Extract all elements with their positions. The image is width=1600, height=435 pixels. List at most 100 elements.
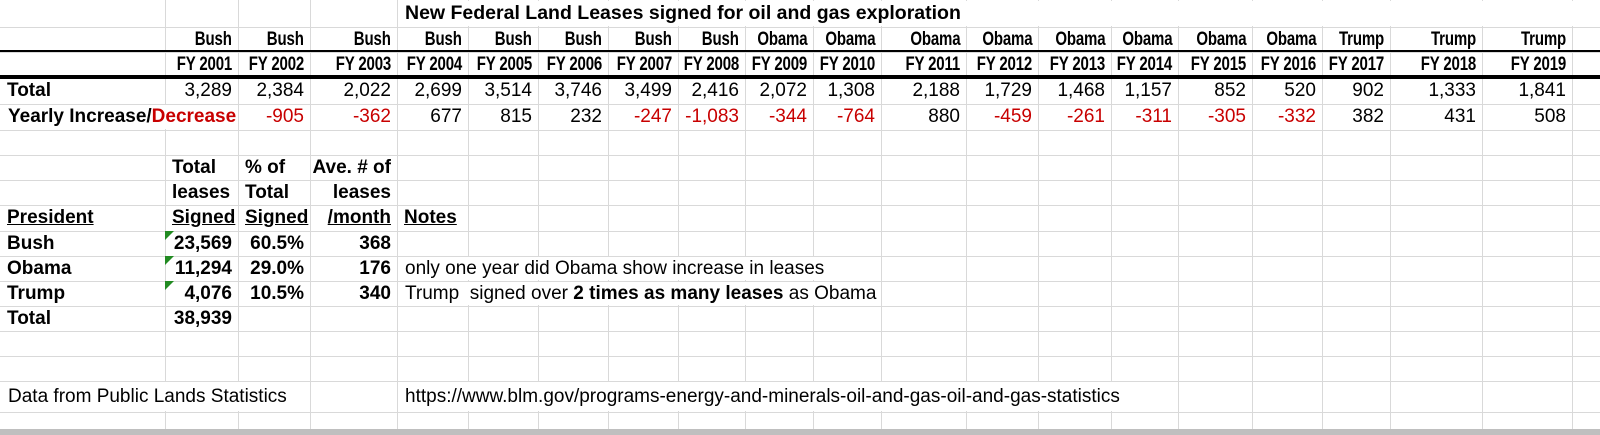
yearly-change-cell[interactable]: 677 [430,106,462,127]
yearly-change-cell[interactable]: 232 [570,106,602,127]
lease-total-cell[interactable]: 2,072 [759,80,807,101]
fiscal-year-cell[interactable]: FY 2013 [1049,54,1106,75]
sheet-title-cell[interactable]: New Federal Land Leases signed for oil a… [398,1,1600,26]
yearly-change-cell[interactable]: 431 [1444,106,1476,127]
summary-header-avg-2[interactable]: leases [332,181,391,203]
total-row-label-cell[interactable]: Total [7,80,51,101]
fiscal-year-cell[interactable]: FY 2006 [546,54,603,75]
year-president-cell[interactable]: Obama [756,28,807,50]
summary-president-obama[interactable]: Obama [7,257,72,279]
summary-header-avg-3[interactable]: /month [327,207,391,228]
year-president-cell[interactable]: Bush [635,28,672,50]
summary-pct-trump[interactable]: 10.5% [250,282,304,304]
yearly-change-cell[interactable]: -459 [993,106,1032,127]
year-president-cell[interactable]: Obama [1195,28,1246,50]
summary-total-label[interactable]: Total [7,307,51,329]
fiscal-year-cell[interactable]: FY 2001 [176,54,233,75]
fiscal-year-cell[interactable]: FY 2010 [819,54,876,75]
year-president-cell[interactable]: Bush [565,28,602,50]
summary-header-pct-2[interactable]: Total [245,181,289,203]
summary-president-trump[interactable]: Trump [7,282,66,304]
summary-header-pct-1[interactable]: % of [245,156,286,178]
year-president-cell[interactable]: Obama [824,28,875,50]
lease-total-cell[interactable]: 1,729 [984,80,1032,101]
yearly-change-cell[interactable]: -764 [836,106,875,127]
summary-total-value[interactable]: 38,939 [173,307,232,329]
lease-total-cell[interactable]: 2,699 [414,80,462,101]
year-president-cell[interactable]: Trump [1520,28,1566,50]
fiscal-year-cell[interactable]: FY 2014 [1116,54,1173,75]
year-president-cell[interactable]: Bush [702,28,739,50]
summary-header-president[interactable]: President [7,207,94,228]
fiscal-year-cell[interactable]: FY 2015 [1190,54,1247,75]
summary-total-trump[interactable]: 4,076 [165,281,238,306]
year-president-cell[interactable]: Bush [354,28,391,50]
lease-total-cell[interactable]: 1,841 [1518,80,1566,101]
year-president-cell[interactable]: Bush [195,28,232,50]
summary-pct-bush[interactable]: 60.5% [250,232,304,254]
year-president-cell[interactable]: Obama [1265,28,1316,50]
year-president-cell[interactable]: Obama [909,28,960,50]
source-url-cell[interactable]: https://www.blm.gov/programs-energy-and-… [398,382,1178,411]
yearly-change-cell[interactable]: 508 [1534,106,1566,127]
year-president-cell[interactable]: Bush [495,28,532,50]
summary-header-total-2[interactable]: leases [172,181,231,203]
lease-total-cell[interactable]: 2,188 [912,80,960,101]
lease-total-cell[interactable]: 1,308 [827,80,875,101]
yearly-change-cell[interactable]: -261 [1066,106,1105,127]
summary-total-obama[interactable]: 11,294 [165,256,238,281]
lease-total-cell[interactable]: 2,022 [343,80,391,101]
summary-avg-obama[interactable]: 176 [359,257,391,279]
yearly-change-cell[interactable]: -362 [352,106,391,127]
lease-total-cell[interactable]: 3,514 [484,80,532,101]
note-obama-cell[interactable]: only one year did Obama show increase in… [398,257,881,280]
lease-total-cell[interactable]: 3,289 [184,80,232,101]
summary-header-avg-1[interactable]: Ave. # of [312,156,392,178]
fiscal-year-cell[interactable]: FY 2009 [751,54,808,75]
lease-total-cell[interactable]: 1,333 [1428,80,1476,101]
year-president-cell[interactable]: Obama [1054,28,1105,50]
fiscal-year-cell[interactable]: FY 2012 [976,54,1033,75]
fiscal-year-cell[interactable]: FY 2004 [406,54,463,75]
year-president-cell[interactable]: Obama [1121,28,1172,50]
fiscal-year-cell[interactable]: FY 2003 [335,54,392,75]
lease-total-cell[interactable]: 2,416 [691,80,739,101]
fiscal-year-cell[interactable]: FY 2002 [248,54,305,75]
lease-total-cell[interactable]: 2,384 [256,80,304,101]
yearly-change-cell[interactable]: -305 [1207,106,1246,127]
yearly-change-cell[interactable]: -311 [1135,106,1172,127]
yearly-change-row-label-cell[interactable]: Yearly Increase/Decrease [1,105,238,129]
data-source-cell[interactable]: Data from Public Lands Statistics [1,382,310,411]
year-president-cell[interactable]: Bush [425,28,462,50]
fiscal-year-cell[interactable]: FY 2018 [1420,54,1477,75]
summary-avg-bush[interactable]: 368 [359,232,391,254]
year-president-cell[interactable]: Obama [981,28,1032,50]
lease-total-cell[interactable]: 1,468 [1057,80,1105,101]
fiscal-year-cell[interactable]: FY 2007 [616,54,673,75]
year-president-cell[interactable]: Trump [1338,28,1384,50]
summary-pct-obama[interactable]: 29.0% [250,257,304,279]
fiscal-year-cell[interactable]: FY 2017 [1328,54,1385,75]
lease-total-cell[interactable]: 3,499 [624,80,672,101]
fiscal-year-cell[interactable]: FY 2011 [905,54,960,75]
summary-president-bush[interactable]: Bush [7,232,55,254]
lease-total-cell[interactable]: 520 [1284,80,1316,101]
year-president-cell[interactable]: Bush [267,28,304,50]
fiscal-year-cell[interactable]: FY 2019 [1510,54,1567,75]
fiscal-year-cell[interactable]: FY 2008 [683,54,740,75]
summary-avg-trump[interactable]: 340 [359,282,391,304]
lease-total-cell[interactable]: 3,746 [554,80,602,101]
summary-header-total-3[interactable]: Signed [172,207,236,228]
summary-header-pct-3[interactable]: Signed [245,207,309,228]
note-trump-cell[interactable]: Trump signed over 2 times as many leases… [398,282,881,305]
yearly-change-cell[interactable]: 382 [1352,106,1384,127]
yearly-change-cell[interactable]: -332 [1277,106,1316,127]
year-president-cell[interactable]: Trump [1430,28,1476,50]
yearly-change-cell[interactable]: 815 [500,106,532,127]
yearly-change-cell[interactable]: -247 [633,106,672,127]
lease-total-cell[interactable]: 1,157 [1124,80,1172,101]
yearly-change-cell[interactable]: -1,083 [685,106,739,127]
summary-header-total-1[interactable]: Total [172,156,216,178]
fiscal-year-cell[interactable]: FY 2005 [476,54,533,75]
yearly-change-cell[interactable]: 880 [928,106,960,127]
